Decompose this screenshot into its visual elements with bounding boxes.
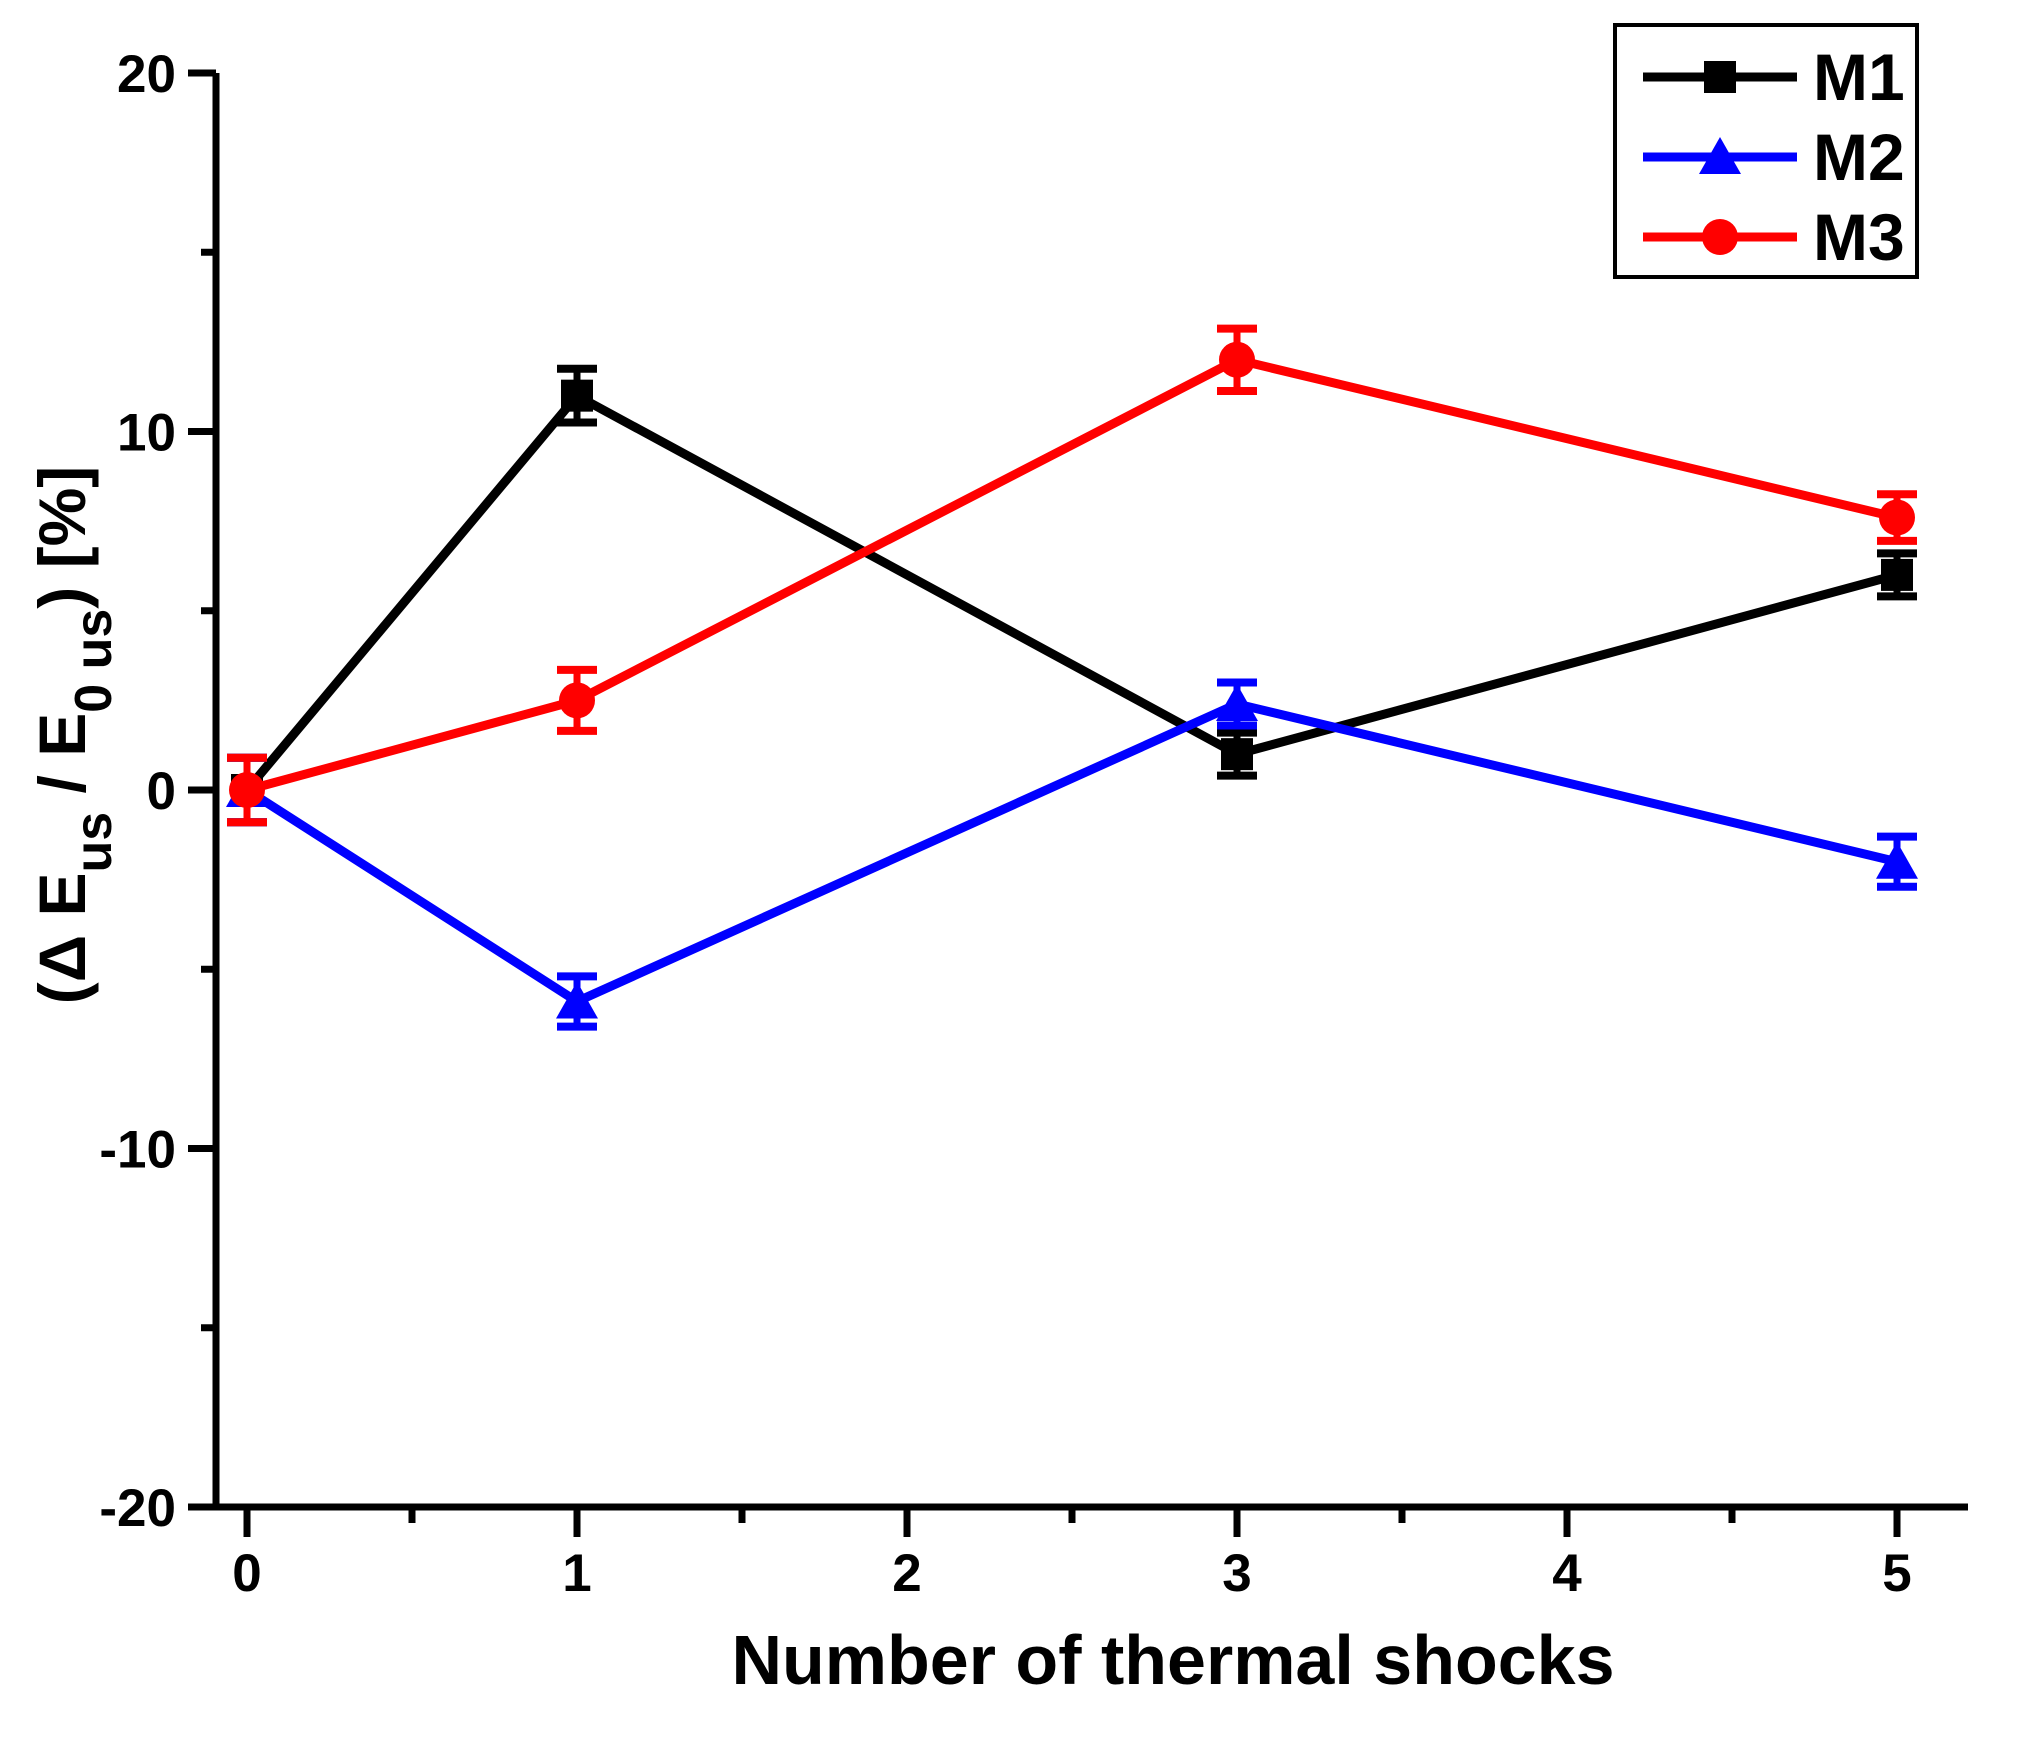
square-marker [1221, 738, 1253, 771]
y-title-subscript: us [65, 812, 123, 873]
legend-label: M1 [1813, 40, 1905, 114]
y-tick-label: 0 [147, 762, 176, 821]
triangle-marker [556, 981, 598, 1019]
circle-marker [1702, 219, 1738, 255]
triangle-marker [1876, 841, 1918, 879]
x-axis-title: Number of thermal shocks [732, 1621, 1615, 1699]
y-tick-label: -10 [99, 1121, 176, 1180]
triangle-marker [1699, 137, 1741, 174]
square-marker [1881, 558, 1913, 591]
x-tick-label: 5 [1882, 1544, 1911, 1603]
legend-entry-M3: M3 [1643, 200, 1905, 274]
x-tick-label: 1 [562, 1544, 591, 1603]
circle-marker [229, 772, 265, 808]
square-marker [1704, 61, 1736, 93]
series-line [244, 699, 1899, 1007]
triangle-marker [1216, 683, 1258, 721]
x-tick-label: 0 [232, 1544, 261, 1603]
series-line [243, 389, 1899, 793]
series-M3 [227, 324, 1917, 827]
series-layer [226, 324, 1918, 1031]
series-M1 [227, 364, 1917, 827]
y-tick-label: 10 [117, 404, 176, 463]
y-title-text: / E [25, 713, 99, 812]
y-tick-label: -20 [99, 1479, 176, 1538]
series-line [245, 355, 1899, 795]
legend-entry-M1: M1 [1643, 40, 1905, 114]
x-tick-label: 2 [892, 1544, 921, 1603]
legend-label: M2 [1813, 120, 1905, 194]
y-tick-label: 20 [117, 45, 176, 104]
circle-marker [1219, 341, 1255, 378]
legend-entry-M2: M2 [1643, 120, 1905, 194]
y-title-text: (Δ E [25, 872, 99, 1004]
y-title-text: ) [%] [25, 466, 99, 609]
axes-layer: 0 1 2 3 4 5 -20 -10 0 10 20 [99, 45, 1968, 1603]
square-marker [561, 379, 593, 412]
y-axis-title: (Δ Eus / E0 us) [%] [25, 466, 123, 1005]
legend-label: M3 [1813, 200, 1905, 274]
series-M2 [226, 678, 1918, 1031]
circle-marker [1879, 499, 1915, 536]
y-title-subscript: 0 us [65, 609, 123, 713]
circle-marker [559, 682, 595, 719]
x-tick-label: 3 [1222, 1544, 1251, 1603]
x-tick-label: 4 [1552, 1544, 1582, 1603]
